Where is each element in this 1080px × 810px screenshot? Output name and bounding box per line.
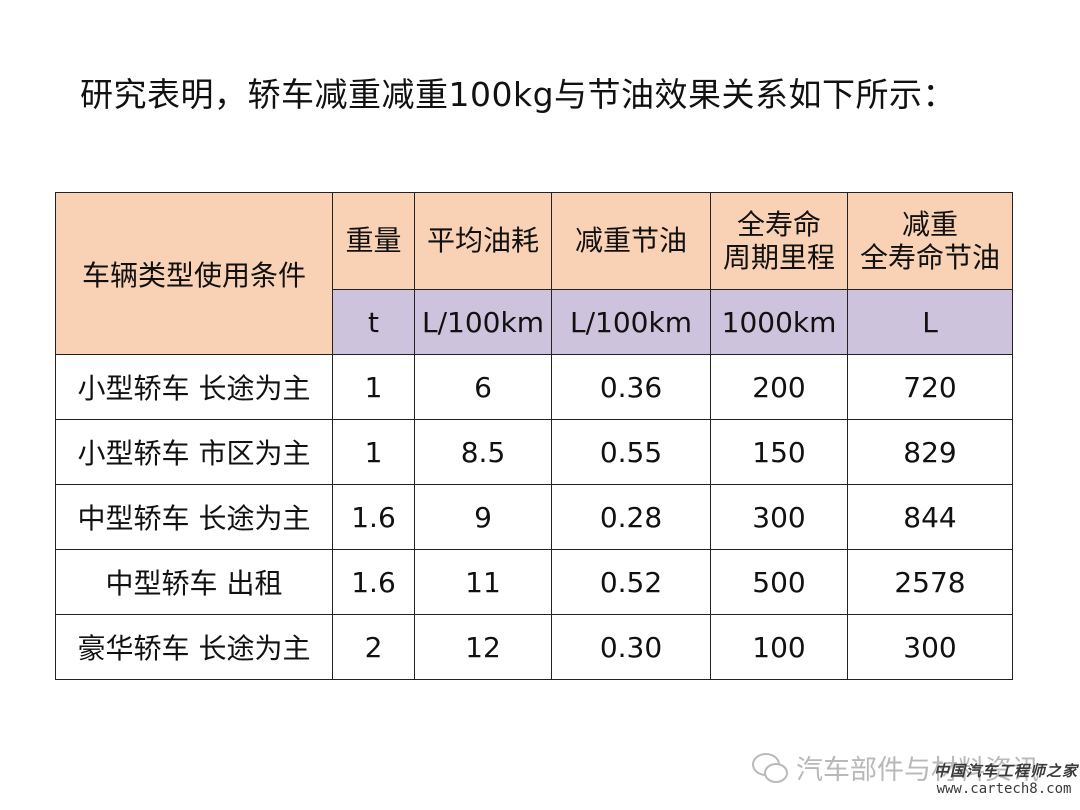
slide-title: 研究表明，轿车减重减重100kg与节油效果关系如下所示： — [80, 75, 957, 114]
cell-weight: 1.6 — [332, 549, 415, 615]
cell-lifetime-saving: 829 — [847, 419, 1013, 485]
fuel-saving-table: 车辆类型使用条件 重量 平均油耗 减重节油 全寿命 周期里程 减重 全寿命节油 t … — [55, 192, 1013, 680]
cell-lifetime-mileage: 500 — [710, 549, 848, 615]
cell-lifetime-mileage: 100 — [710, 614, 848, 680]
row-name: 小型轿车 长途为主 — [55, 354, 333, 420]
table-row: 中型轿车 出租 1.6 11 0.52 500 2578 — [55, 549, 1013, 615]
header-avg-fuel: 平均油耗 — [414, 192, 552, 290]
cell-avg-fuel: 9 — [414, 484, 552, 550]
watermark-text: 汽车部件与材料资讯 — [796, 755, 1039, 786]
cell-lifetime-saving: 720 — [847, 354, 1013, 420]
cell-lifetime-saving: 300 — [847, 614, 1013, 680]
cell-weight: 1 — [332, 419, 415, 485]
unit-avg-fuel: L/100km — [414, 289, 552, 355]
cell-avg-fuel: 11 — [414, 549, 552, 615]
header-weight: 重量 — [332, 192, 415, 290]
cell-weight: 1 — [332, 354, 415, 420]
site-logo: 中国汽车工程师之家 www.cartech8.com — [934, 760, 1079, 797]
cell-weight: 2 — [332, 614, 415, 680]
wechat-icon — [752, 752, 788, 783]
header-fuel-saving: 减重节油 — [551, 192, 711, 290]
header-lifetime-saving: 减重 全寿命节油 — [847, 192, 1013, 290]
cell-fuel-saving: 0.28 — [551, 484, 711, 550]
cell-lifetime-saving: 844 — [847, 484, 1013, 550]
cell-avg-fuel: 8.5 — [414, 419, 552, 485]
cell-lifetime-saving: 2578 — [847, 549, 1013, 615]
cell-avg-fuel: 6 — [414, 354, 552, 420]
wechat-watermark: 汽车部件与材料资讯 — [752, 748, 1039, 787]
site-logo-url: www.cartech8.com — [936, 781, 1072, 797]
row-name: 中型轿车 出租 — [55, 549, 333, 615]
cell-weight: 1.6 — [332, 484, 415, 550]
cell-fuel-saving: 0.55 — [551, 419, 711, 485]
cell-lifetime-mileage: 200 — [710, 354, 848, 420]
category-header: 车辆类型使用条件 — [55, 192, 333, 355]
unit-lifetime-saving: L — [847, 289, 1013, 355]
table-row: 小型轿车 市区为主 1 8.5 0.55 150 829 — [55, 419, 1013, 485]
row-name: 豪华轿车 长途为主 — [55, 614, 333, 680]
table-row: 豪华轿车 长途为主 2 12 0.30 100 300 — [55, 614, 1013, 680]
site-logo-name: 中国汽车工程师之家 — [934, 762, 1079, 780]
row-name: 小型轿车 市区为主 — [55, 419, 333, 485]
unit-fuel-saving: L/100km — [551, 289, 711, 355]
cell-lifetime-mileage: 150 — [710, 419, 848, 485]
cell-lifetime-mileage: 300 — [710, 484, 848, 550]
header-lifetime-mileage: 全寿命 周期里程 — [710, 192, 848, 290]
unit-lifetime-mileage: 1000km — [710, 289, 848, 355]
unit-weight: t — [332, 289, 415, 355]
table-row: 中型轿车 长途为主 1.6 9 0.28 300 844 — [55, 484, 1013, 550]
table-row: 小型轿车 长途为主 1 6 0.36 200 720 — [55, 354, 1013, 420]
cell-fuel-saving: 0.30 — [551, 614, 711, 680]
cell-fuel-saving: 0.52 — [551, 549, 711, 615]
row-name: 中型轿车 长途为主 — [55, 484, 333, 550]
cell-fuel-saving: 0.36 — [551, 354, 711, 420]
cell-avg-fuel: 12 — [414, 614, 552, 680]
